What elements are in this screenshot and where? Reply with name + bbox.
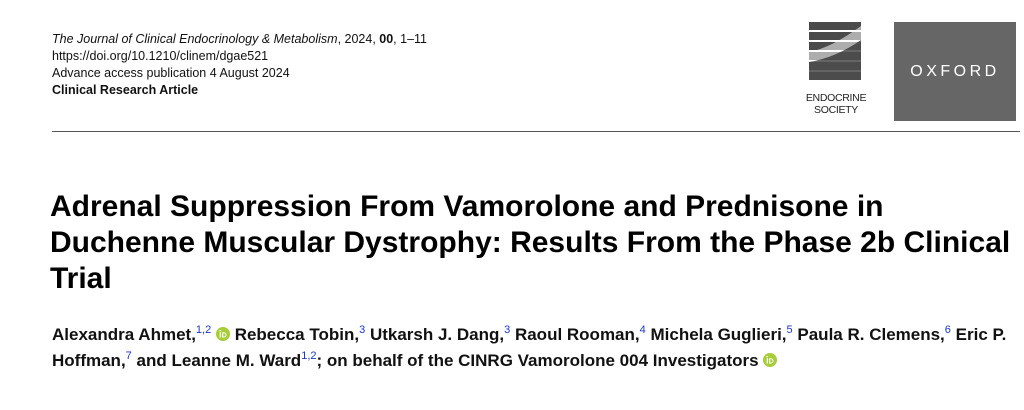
- journal-volume: 00: [379, 32, 394, 46]
- article-type: Clinical Research Article: [52, 83, 199, 97]
- journal-year: , 2024,: [337, 32, 380, 46]
- author-name: Paula R. Clemens,: [797, 325, 945, 344]
- oxford-logo[interactable]: OXFORD: [894, 22, 1016, 121]
- author-list: Alexandra Ahmet,1,2 Rebecca Tobin,3 Utka…: [52, 322, 1012, 374]
- endocrine-society-line1: ENDOCRINE: [805, 92, 867, 104]
- orcid-icon[interactable]: [763, 353, 778, 367]
- author-affiliation-link[interactable]: 7: [125, 350, 132, 362]
- author-name: Rebecca Tobin,: [234, 325, 360, 344]
- author-affiliation-link[interactable]: 1,2: [301, 350, 317, 362]
- author-affiliation-link[interactable]: 4: [639, 324, 646, 336]
- header-divider: [52, 131, 1020, 132]
- oxford-wordmark: OXFORD: [910, 62, 1000, 80]
- doi-link[interactable]: https://doi.org/10.1210/clinem/dgae521: [52, 49, 269, 63]
- author-name: Alexandra Ahmet,: [52, 325, 196, 344]
- author-affiliation-link[interactable]: 3: [359, 324, 366, 336]
- author-name: ; on behalf of the CINRG Vamorolone 004 …: [316, 351, 759, 370]
- author-affiliation-link[interactable]: 6: [944, 324, 951, 336]
- author-affiliation-link[interactable]: 3: [504, 324, 511, 336]
- article-title: Adrenal Suppression From Vamorolone and …: [50, 190, 1011, 295]
- endocrine-society-line2: SOCIETY: [814, 104, 858, 116]
- journal-pages: , 1–11: [393, 32, 427, 46]
- publication-date: Advance access publication 4 August 2024: [52, 66, 290, 80]
- author-affiliation-link[interactable]: 5: [786, 324, 793, 336]
- endocrine-society-emblem-icon: [809, 22, 861, 80]
- article-metadata: The Journal of Clinical Endocrinology & …: [52, 31, 427, 99]
- journal-citation: The Journal of Clinical Endocrinology & …: [52, 31, 427, 48]
- endocrine-society-logo[interactable]: ENDOCRINE SOCIETY: [800, 22, 872, 124]
- orcid-icon[interactable]: [215, 327, 230, 341]
- author-name: Utkarsh J. Dang,: [369, 325, 505, 344]
- endocrine-society-wordmark: ENDOCRINE SOCIETY: [800, 92, 872, 116]
- author-name: Michela Guglieri,: [650, 325, 787, 344]
- journal-name: The Journal of Clinical Endocrinology & …: [52, 32, 338, 46]
- author-affiliation-link[interactable]: 1,2: [195, 324, 212, 336]
- author-name: and Leanne M. Ward: [136, 351, 302, 370]
- author-name: Eric P. Hoffman,: [52, 325, 1007, 370]
- author-name: Raoul Rooman,: [514, 325, 640, 344]
